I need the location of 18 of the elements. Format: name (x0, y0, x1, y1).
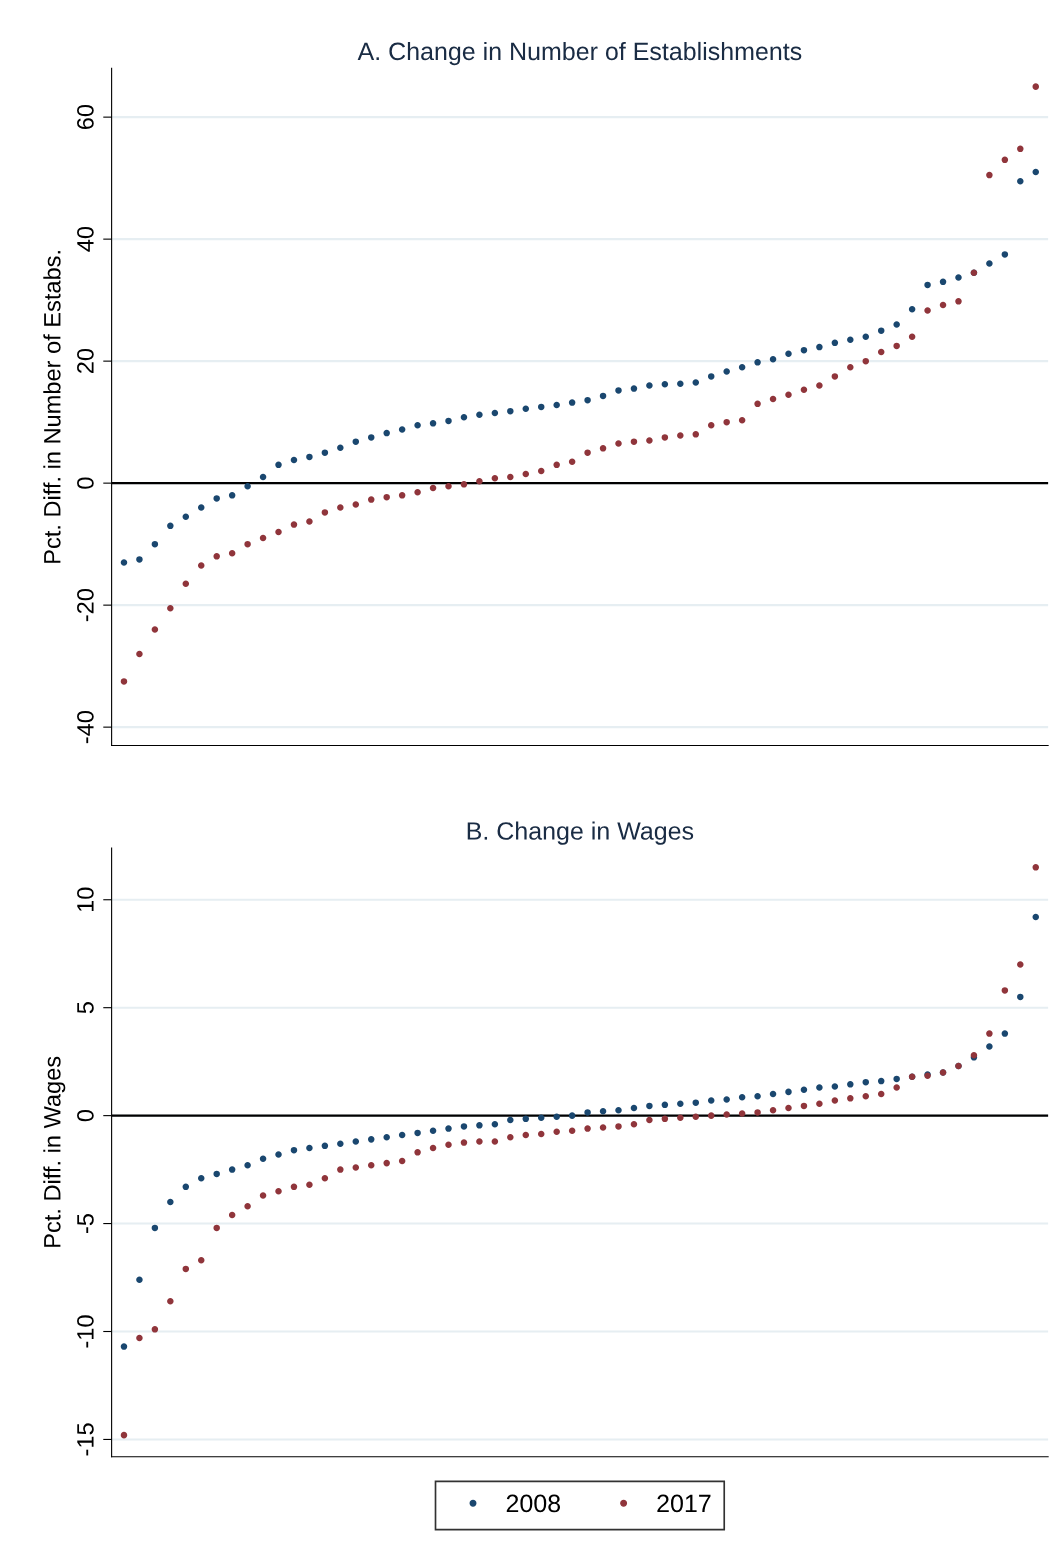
y-tick-label: 40 (77, 226, 94, 252)
y-tick-label: 5 (77, 1002, 94, 1014)
y-tick-label: -20 (77, 589, 94, 622)
y-tick-label: 0 (77, 477, 94, 489)
y-tick-label: 60 (77, 104, 94, 130)
y-axis-title: Pct. Diff. in Wages (43, 1056, 66, 1247)
chart-title: B. Change in Wages (467, 821, 694, 845)
legend-label: 2008 (506, 1494, 561, 1513)
legend-label: 2017 (657, 1494, 711, 1513)
y-tick-label: -10 (77, 1315, 94, 1348)
y-tick-label: -15 (77, 1423, 94, 1456)
y-tick-label: -40 (77, 711, 94, 744)
y-axis-title: Pct. Diff. in Number of Estabs. (43, 251, 61, 563)
y-tick-label: 10 (77, 887, 94, 912)
y-tick-label: 0 (77, 1109, 94, 1122)
chart-title: A. Change in Number of Establishments (357, 41, 802, 66)
y-tick-label: -5 (77, 1214, 94, 1234)
y-tick-label: 20 (77, 348, 94, 374)
